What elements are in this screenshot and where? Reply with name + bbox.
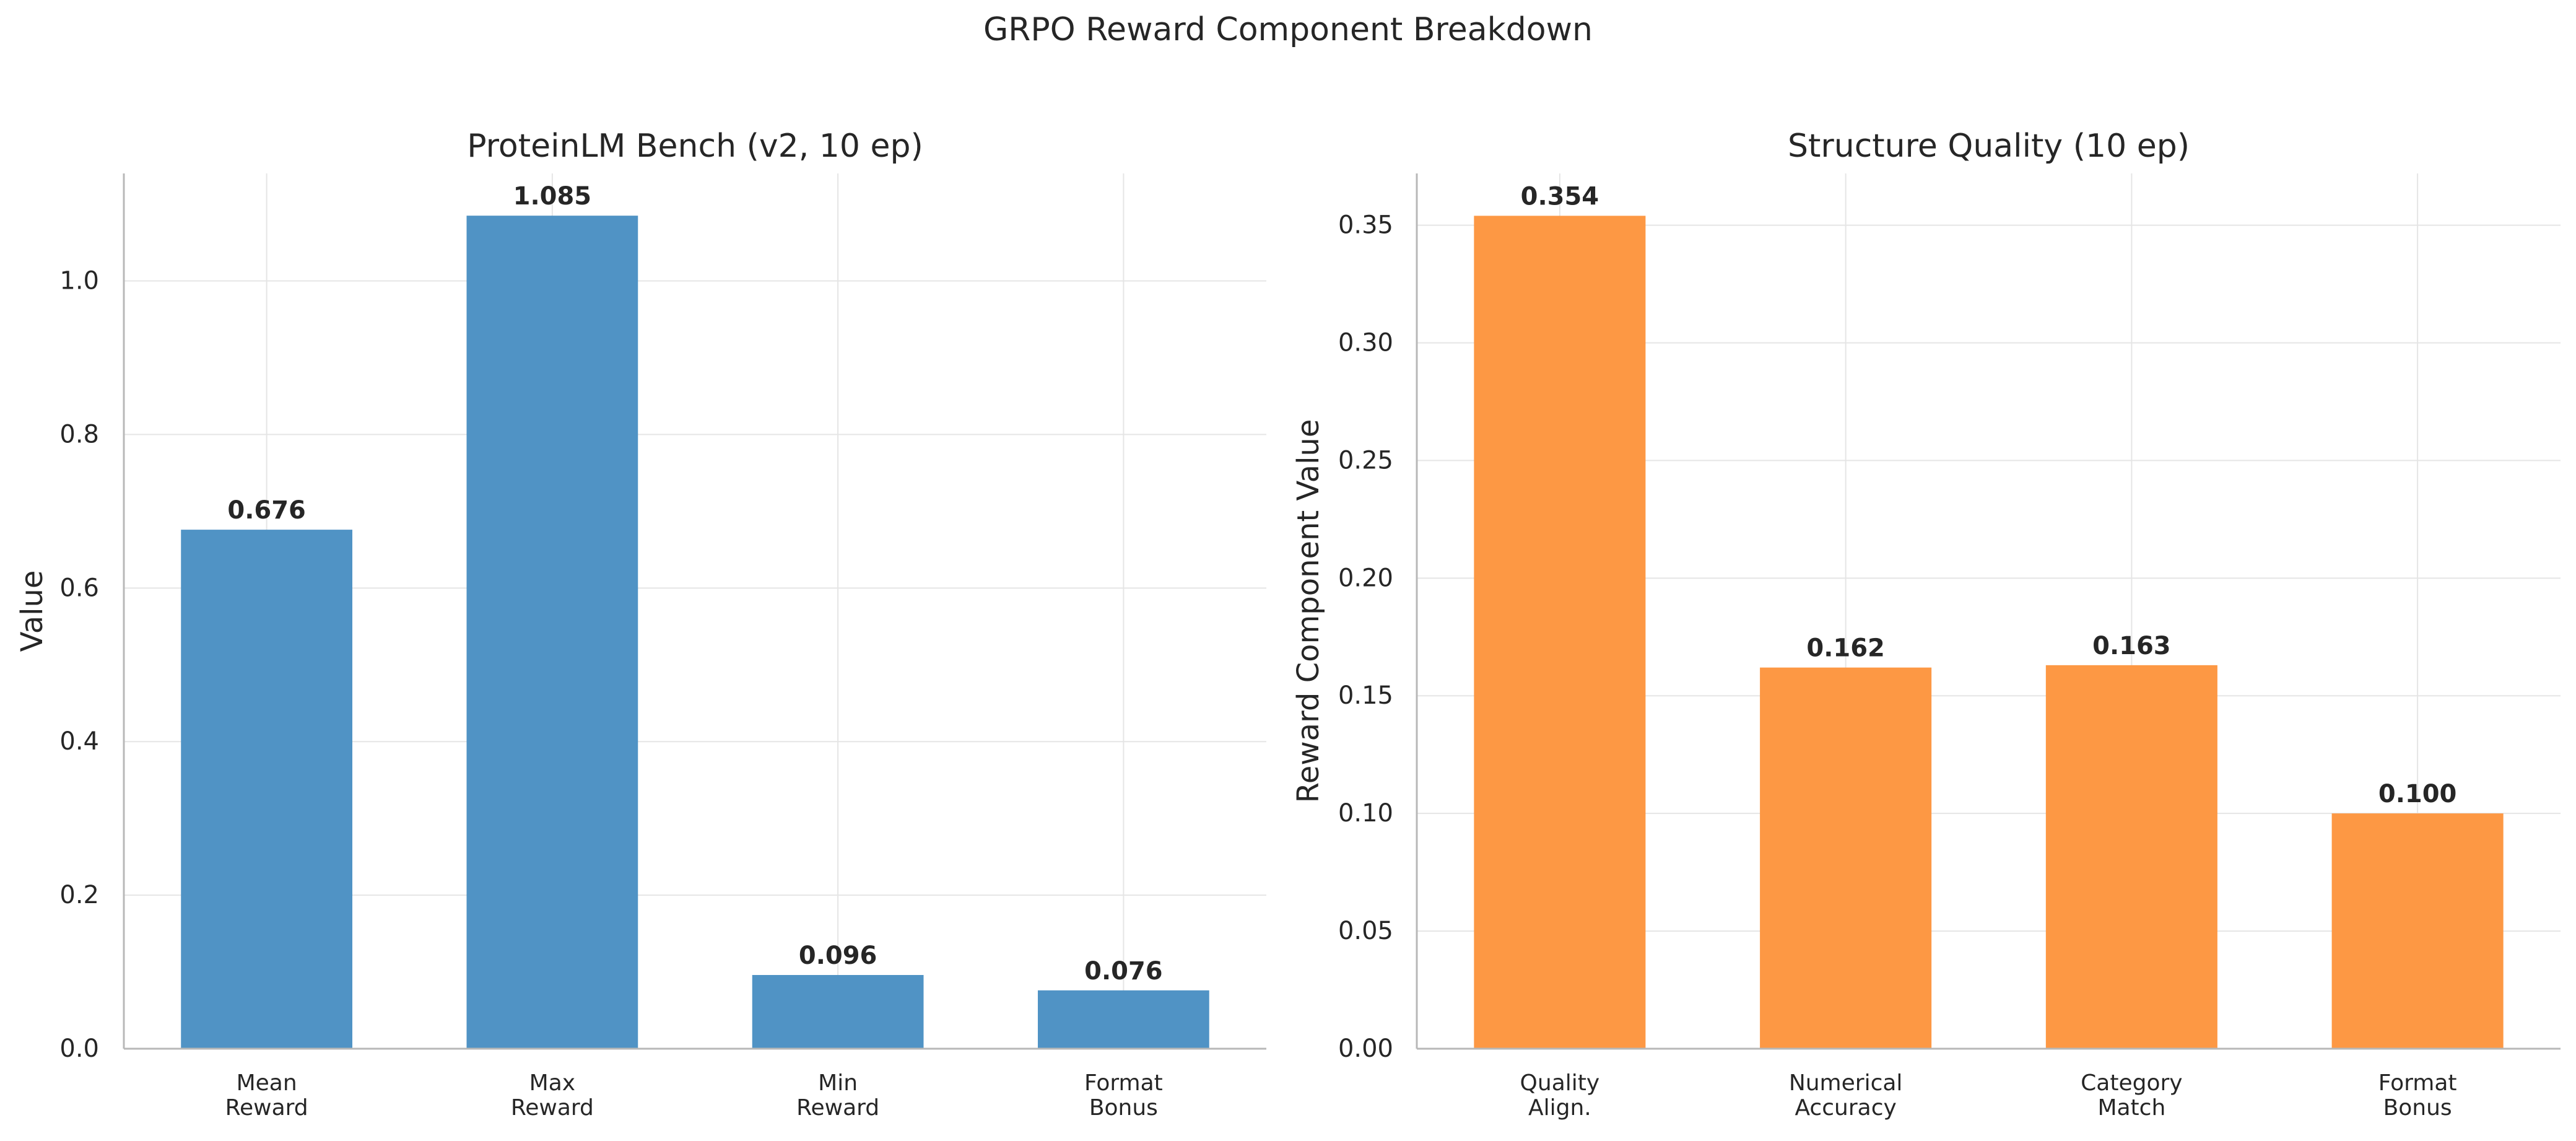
chart1-xtick-label: Format Bonus (1084, 1070, 1163, 1121)
chart1-bar-2 (466, 216, 638, 1049)
chart2-ytick-label: 0.25 (1338, 446, 1393, 474)
chart1-ytick-label: 0.4 (59, 727, 99, 756)
chart2-ytick-label: 0.20 (1338, 564, 1393, 592)
chart1-ytick-label: 1.0 (59, 267, 99, 295)
chart2-ytick-label: 0.15 (1338, 681, 1393, 710)
chart2-ytick-label: 0.35 (1338, 211, 1393, 240)
chart2-bar-3 (2045, 665, 2217, 1049)
chart1-ytick-label: 0.0 (59, 1034, 99, 1063)
chart1-xtick-label: Min Reward (796, 1070, 879, 1121)
panel-proteinlm-bench: 0.676 1.085 0.096 0.076 0.0 0.2 0.4 0.6 0.8 1.0 Me… (15, 128, 1266, 1121)
chart2-xtick-label: Format Bonus (2378, 1070, 2457, 1121)
chart2-xtick-label: Numerical Accuracy (1789, 1070, 1903, 1121)
chart2-ytick-label: 0.00 (1338, 1034, 1393, 1063)
chart1-ylabel: Value (15, 570, 50, 652)
chart1-value-label-1: 0.676 (227, 496, 306, 525)
chart1-bar-4 (1038, 990, 1209, 1049)
chart2-xtick-label: Category Match (2081, 1070, 2182, 1121)
chart1-bar-3 (752, 975, 924, 1049)
chart1-title: ProteinLM Bench (v2, 10 ep) (467, 128, 923, 165)
chart1-value-label-4: 0.076 (1084, 957, 1163, 986)
figure-suptitle: GRPO Reward Component Breakdown (983, 11, 1593, 48)
chart1-xtick-label: Mean Reward (225, 1070, 308, 1121)
chart1-value-label-2: 1.085 (513, 182, 592, 211)
chart1-bar-1 (181, 530, 352, 1049)
chart2-ytick-label: 0.10 (1338, 799, 1393, 828)
chart1-ytick-label: 0.8 (59, 420, 99, 448)
chart2-value-label-3: 0.163 (2092, 632, 2171, 660)
chart1-value-label-3: 0.096 (799, 942, 877, 970)
chart2-bar-2 (1760, 667, 1932, 1049)
chart2-value-label-4: 0.100 (2378, 780, 2457, 808)
chart2-xtick-label: Quality Align. (1520, 1070, 1600, 1121)
chart2-ylabel: Reward Component Value (1291, 419, 1326, 803)
chart2-title: Structure Quality (10 ep) (1788, 128, 2190, 165)
chart1-ytick-label: 0.2 (59, 881, 99, 909)
chart2-bar-4 (2331, 813, 2504, 1049)
chart2-ytick-label: 0.05 (1338, 917, 1393, 945)
chart2-value-label-1: 0.354 (1521, 182, 1599, 211)
chart2-bar-1 (1474, 216, 1646, 1049)
chart1-xtick-label: Max Reward (511, 1070, 594, 1121)
chart2-ytick-label: 0.30 (1338, 328, 1393, 357)
panel-structure-quality: 0.354 0.162 0.163 0.100 0.00 0.05 0.10 0.15 0.20… (1291, 128, 2561, 1121)
chart1-ytick-label: 0.6 (59, 574, 99, 602)
chart2-value-label-2: 0.162 (1806, 634, 1885, 663)
